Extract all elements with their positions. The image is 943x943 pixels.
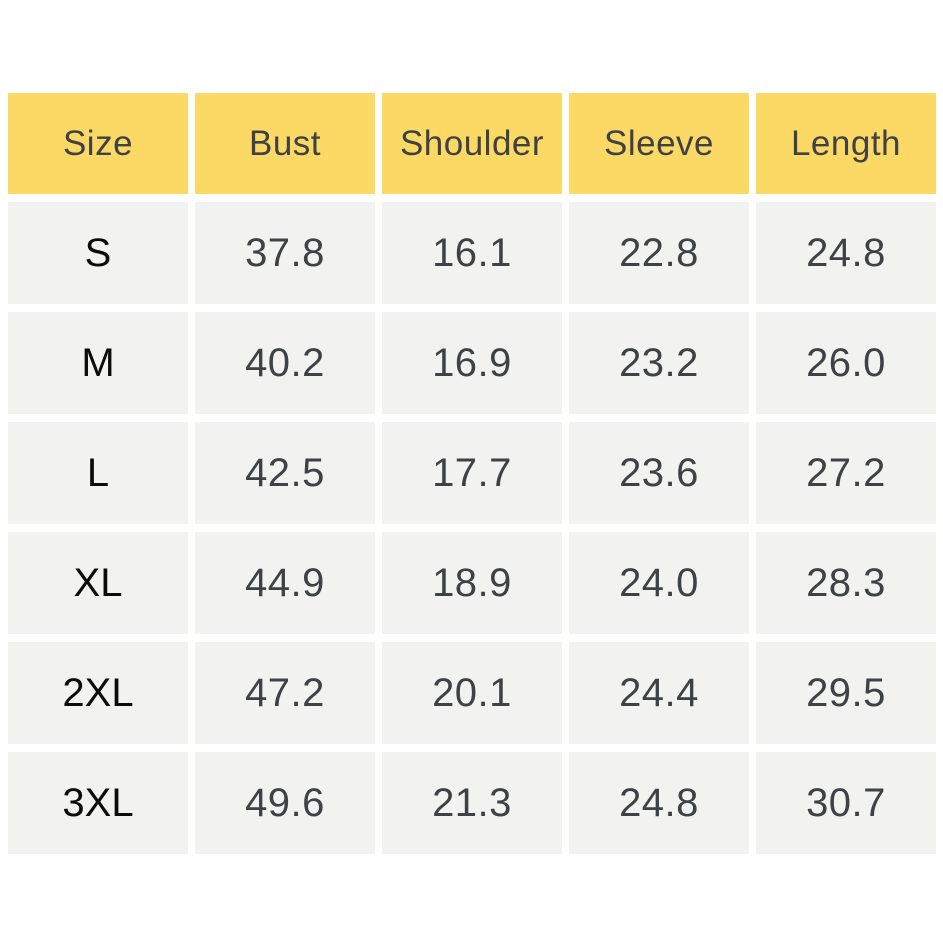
length-value: 27.2 — [756, 422, 936, 524]
bust-value: 49.6 — [195, 752, 375, 854]
bust-value: 40.2 — [195, 312, 375, 414]
length-value: 24.8 — [756, 202, 936, 304]
sleeve-value: 24.4 — [569, 642, 749, 744]
size-chart-table: Size Bust Shoulder Sleeve Length S 37.8 … — [8, 93, 936, 854]
bust-value: 44.9 — [195, 532, 375, 634]
bust-value: 42.5 — [195, 422, 375, 524]
shoulder-value: 18.9 — [382, 532, 562, 634]
column-header-sleeve: Sleeve — [569, 93, 749, 194]
bust-value: 47.2 — [195, 642, 375, 744]
length-value: 28.3 — [756, 532, 936, 634]
size-label: 2XL — [8, 642, 188, 744]
column-header-bust: Bust — [195, 93, 375, 194]
shoulder-value: 16.9 — [382, 312, 562, 414]
shoulder-value: 16.1 — [382, 202, 562, 304]
sleeve-value: 22.8 — [569, 202, 749, 304]
sleeve-value: 23.2 — [569, 312, 749, 414]
length-value: 30.7 — [756, 752, 936, 854]
column-header-size: Size — [8, 93, 188, 194]
sleeve-value: 23.6 — [569, 422, 749, 524]
shoulder-value: 20.1 — [382, 642, 562, 744]
sleeve-value: 24.8 — [569, 752, 749, 854]
length-value: 26.0 — [756, 312, 936, 414]
size-label: 3XL — [8, 752, 188, 854]
length-value: 29.5 — [756, 642, 936, 744]
size-label: L — [8, 422, 188, 524]
shoulder-value: 17.7 — [382, 422, 562, 524]
column-header-shoulder: Shoulder — [382, 93, 562, 194]
bust-value: 37.8 — [195, 202, 375, 304]
column-header-length: Length — [756, 93, 936, 194]
sleeve-value: 24.0 — [569, 532, 749, 634]
shoulder-value: 21.3 — [382, 752, 562, 854]
size-label: XL — [8, 532, 188, 634]
size-label: S — [8, 202, 188, 304]
size-label: M — [8, 312, 188, 414]
